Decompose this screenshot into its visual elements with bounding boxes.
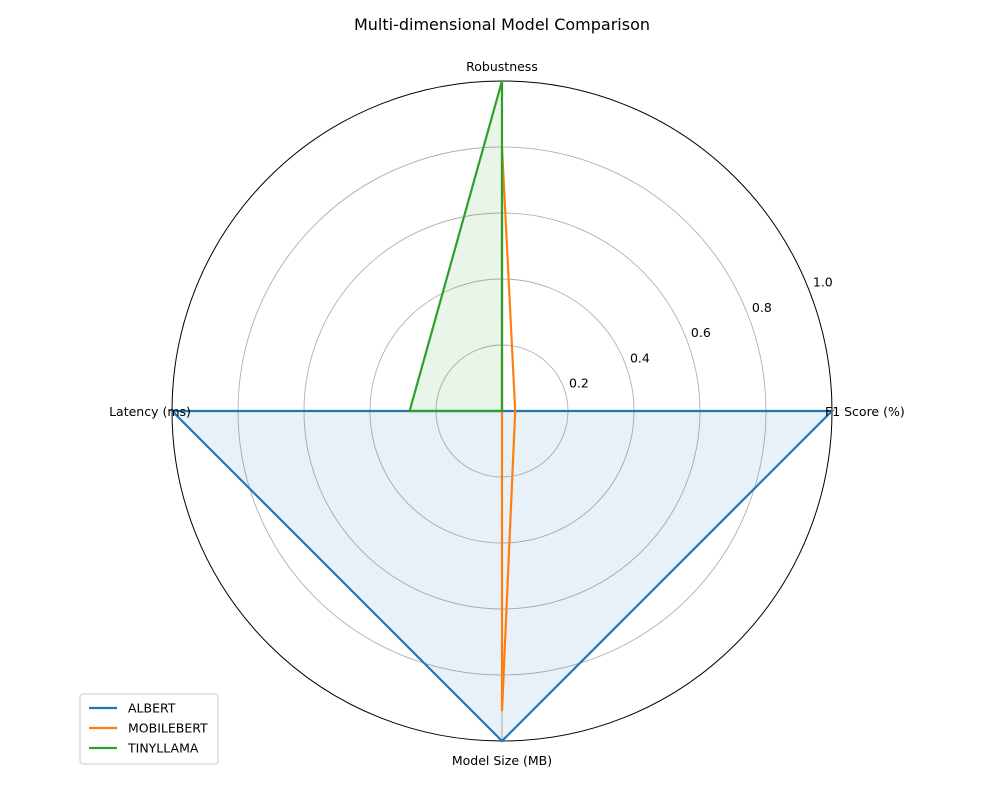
- r-tick-label: 1.0: [813, 275, 833, 290]
- legend: ALBERT MOBILEBERT TINYLLAMA: [79, 693, 219, 765]
- axis-label-1: F1 Score (%): [825, 404, 905, 419]
- legend-label-mobilebert: MOBILEBERT: [128, 721, 208, 736]
- legend-label-tinyllama: TINYLLAMA: [127, 741, 199, 756]
- chart-title: Multi-dimensional Model Comparison: [354, 15, 650, 34]
- axis-label-4: Model Size (MB): [452, 753, 552, 768]
- axis-label-3: Latency (ms): [109, 404, 191, 419]
- r-tick-label: 0.6: [691, 325, 711, 340]
- series-line-albert: [169, 409, 835, 743]
- r-tick-label: 0.2: [569, 376, 589, 391]
- legend-frame: [79, 693, 219, 765]
- series-line-tinyllama: [408, 80, 504, 413]
- r-tick-label: 0.4: [630, 350, 650, 365]
- legend-label-albert: ALBERT: [128, 701, 176, 716]
- label-layer: 0.2 0.4 0.6 0.8 1.0 F1 Score (%) Robustness Lat…: [109, 59, 905, 768]
- series-layer: [169, 80, 835, 743]
- r-tick-label: 0.8: [752, 300, 772, 315]
- axis-label-2: Robustness: [466, 59, 538, 74]
